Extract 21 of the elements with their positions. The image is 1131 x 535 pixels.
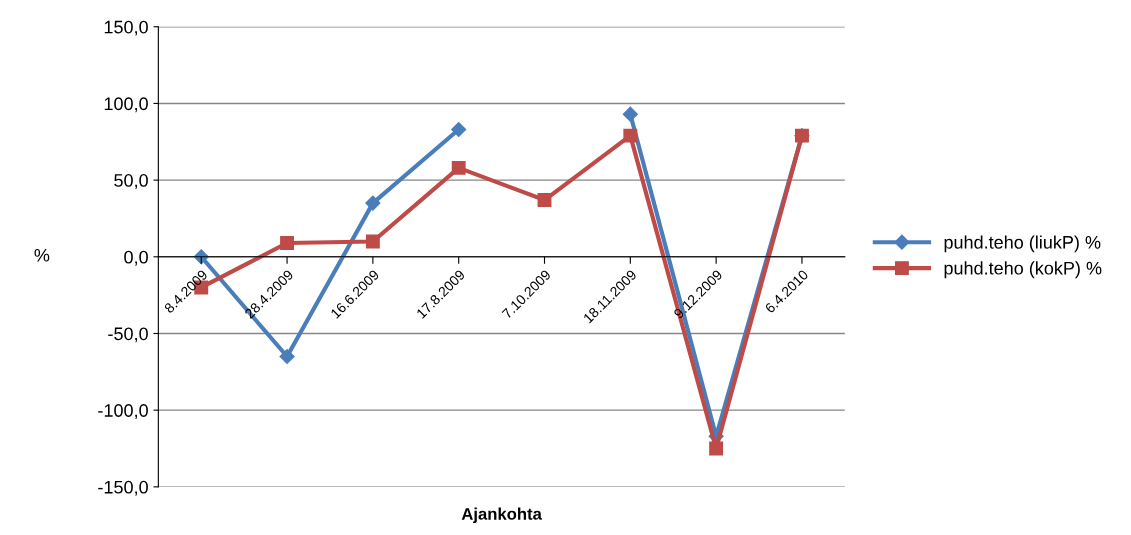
point <box>451 121 467 138</box>
y-tick-label: 100,0 <box>104 97 148 113</box>
y-tick-label: 50,0 <box>114 174 148 189</box>
y-axis-title: % <box>34 248 50 262</box>
point <box>537 193 552 207</box>
point <box>365 234 380 249</box>
legend-label: puhd.teho (kokP) % <box>944 261 1102 279</box>
legend-label: puhd.teho (liukP) % <box>944 235 1101 253</box>
y-tick-label: -100,0 <box>98 404 148 420</box>
x-axis-title: Ajankohta <box>461 507 542 524</box>
point <box>279 348 295 365</box>
point <box>451 160 466 175</box>
point <box>622 106 638 122</box>
point <box>280 236 295 250</box>
point <box>709 441 724 456</box>
point <box>365 195 381 211</box>
y-tick-label: -150,0 <box>98 480 148 496</box>
y-tick-label: 0,0 <box>124 250 148 266</box>
y-tick-label: -50,0 <box>108 327 148 343</box>
y-tick-label: 150,0 <box>104 20 148 36</box>
point <box>623 128 638 143</box>
